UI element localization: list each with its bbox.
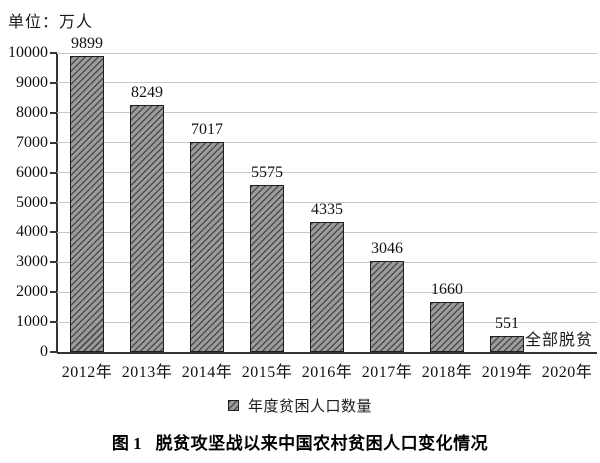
bar-2019年 [490,336,524,352]
legend-label: 年度贫困人口数量 [247,398,372,415]
y-axis-line [56,53,58,353]
figure-caption: 图 1 脱贫攻坚战以来中国农村贫困人口变化情况 [0,429,600,454]
gridline [57,202,597,203]
x-axis-tick-label: 2013年 [121,364,173,381]
x-axis-tick-label: 2012年 [61,364,113,381]
gridline [57,112,597,114]
caption-prefix: 图 1 [111,434,142,453]
y-axis-tick [50,261,57,264]
y-axis-tick [50,52,57,54]
x-axis-tick-label: 2015年 [241,364,293,381]
unit-label: 单位：万人 [8,14,94,31]
y-axis-tick [50,171,57,174]
caption-text: 脱贫攻坚战以来中国农村贫困人口变化情况 [155,434,489,453]
bar-2016年 [310,222,344,352]
gridline [57,82,597,84]
bar-value-label: 3046 [371,240,403,257]
bar-2018年 [430,302,464,352]
bar-2013年 [130,105,164,352]
bar-value-label: 551 [495,315,519,332]
y-axis-tick-label: 2000 [16,283,48,301]
y-axis-tick [50,111,57,114]
y-axis-tick-label: 9000 [16,73,48,91]
y-axis-tick-label: 0 [40,343,48,360]
bar-2017年 [370,261,404,352]
y-axis-tick-label: 7000 [16,133,48,151]
y-axis-tick-label: 4000 [16,223,48,241]
bar-value-label: 8249 [131,84,163,101]
x-axis-tick-label: 2016年 [301,364,353,381]
y-axis-tick [50,141,57,144]
y-axis-tick-label: 3000 [16,253,48,271]
gridline [57,172,597,174]
y-axis-tick-label: 10000 [8,44,48,61]
y-axis-tick-label: 8000 [16,103,48,121]
bar-value-label: 1660 [431,281,463,298]
bar-value-label: 5575 [251,164,283,181]
x-axis-tick-label: 2018年 [421,364,473,381]
legend-hatch-swatch-icon [227,399,239,411]
x-axis-tick-label: 2017年 [361,364,413,381]
gridline [57,142,597,144]
bar-value-label: 9899 [71,35,103,52]
bar-value-label: 7017 [191,121,223,138]
y-axis-tick-label: 1000 [16,313,48,331]
bar-annotation: 全部脱贫 [524,332,593,349]
x-axis-line [57,352,597,354]
bar-2012年 [70,56,104,352]
legend: 年度贫困人口数量 [0,396,600,415]
bar-2014年 [190,142,224,352]
y-axis-tick [50,231,57,234]
y-axis-tick [50,351,57,353]
y-axis-tick [50,201,57,204]
y-axis-tick-label: 6000 [16,163,48,181]
y-axis-tick [50,291,57,294]
bar-2015年 [250,185,284,352]
y-axis-tick [50,321,57,324]
bar-value-label: 4335 [311,201,343,218]
y-axis-tick [50,81,57,84]
gridline [57,52,597,54]
x-axis-tick-label: 2019年 [481,364,533,381]
plot-area [57,52,597,352]
x-axis-tick-label: 2020年 [541,364,593,381]
x-axis-tick-label: 2014年 [181,364,233,381]
y-axis-tick-label: 5000 [16,193,48,211]
